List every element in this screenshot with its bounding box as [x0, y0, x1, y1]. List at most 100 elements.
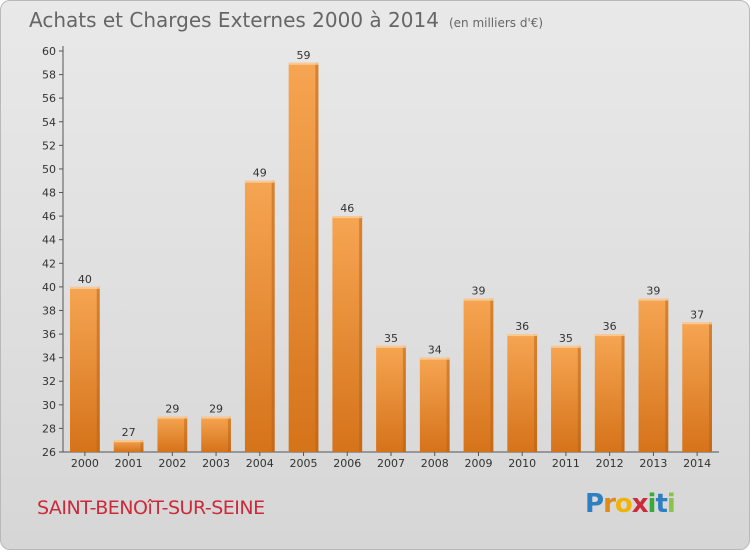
- x-tick-label: 2004: [246, 457, 274, 470]
- y-tick-label: 60: [42, 45, 56, 58]
- bar-top-highlight: [201, 416, 231, 419]
- bar-value-label: 49: [253, 167, 267, 180]
- y-tick-label: 48: [42, 187, 56, 200]
- bar-top-highlight: [682, 322, 713, 325]
- x-tick-label: 2011: [552, 457, 580, 470]
- bar-shade: [490, 298, 494, 452]
- bar-shade: [184, 416, 188, 452]
- bar: [551, 345, 581, 452]
- bar-value-label: 36: [515, 320, 529, 333]
- y-tick-label: 26: [42, 446, 56, 459]
- bar-value-label: 39: [646, 285, 660, 298]
- bar-top-highlight: [244, 180, 275, 183]
- bar-shade: [402, 345, 406, 452]
- y-tick-label: 36: [42, 328, 56, 341]
- bar-top-highlight: [376, 345, 406, 348]
- bar: [594, 334, 625, 452]
- bar: [332, 216, 363, 452]
- bar-shade: [446, 357, 450, 452]
- bar: [463, 298, 494, 452]
- bar-top-highlight: [69, 286, 100, 289]
- chart-title-text: Achats et Charges Externes 2000 à 2014: [29, 8, 439, 32]
- bar-shade: [140, 440, 144, 452]
- bar: [288, 62, 319, 452]
- y-tick-label: 42: [42, 257, 56, 270]
- x-tick-label: 2006: [333, 457, 361, 470]
- bar-top-highlight: [463, 298, 494, 301]
- y-tick-label: 34: [42, 352, 56, 365]
- bar-top-highlight: [507, 334, 538, 337]
- bar-shade: [665, 298, 669, 452]
- y-tick-label: 44: [42, 234, 56, 247]
- city-name: SAINT-BENOîT-SUR-SEINE: [37, 497, 265, 519]
- bar: [69, 286, 100, 452]
- bar: [201, 416, 231, 452]
- bar-shade: [577, 345, 581, 452]
- bar: [244, 180, 275, 452]
- bar: [638, 298, 669, 452]
- x-tick-label: 2013: [639, 457, 667, 470]
- bar-top-highlight: [288, 62, 319, 65]
- x-tick-label: 2010: [508, 457, 536, 470]
- x-tick-label: 2000: [71, 457, 99, 470]
- bar: [507, 334, 538, 452]
- bar-top-highlight: [638, 298, 669, 301]
- bar: [376, 345, 406, 452]
- y-tick-label: 52: [42, 139, 56, 152]
- chart-subtitle: (en milliers d'€): [448, 16, 544, 30]
- proxiti-logo: Proxiti: [585, 489, 676, 519]
- bar-value-label: 35: [384, 332, 398, 345]
- bar-value-label: 34: [428, 344, 442, 357]
- x-tick-label: 2014: [683, 457, 711, 470]
- x-tick-label: 2007: [377, 457, 405, 470]
- bar: [157, 416, 188, 452]
- bar-top-highlight: [551, 345, 581, 348]
- x-tick-label: 2005: [290, 457, 318, 470]
- bar-value-label: 29: [209, 403, 223, 416]
- bar-value-label: 37: [690, 308, 704, 321]
- bar-shade: [227, 416, 231, 452]
- bar-top-highlight: [594, 334, 625, 337]
- y-tick-label: 58: [42, 69, 56, 82]
- x-tick-label: 2012: [596, 457, 624, 470]
- bar-shade: [534, 334, 538, 452]
- y-tick-label: 28: [42, 422, 56, 435]
- bar-value-label: 36: [603, 320, 617, 333]
- bar-value-label: 29: [165, 403, 179, 416]
- x-tick-label: 2002: [158, 457, 186, 470]
- y-tick-label: 30: [42, 399, 56, 412]
- bar-shade: [271, 180, 275, 452]
- bar-shade: [315, 62, 319, 452]
- x-tick-label: 2003: [202, 457, 230, 470]
- bar-top-highlight: [419, 357, 450, 360]
- y-tick-label: 40: [42, 281, 56, 294]
- bar: [113, 440, 144, 452]
- y-tick-label: 56: [42, 92, 56, 105]
- bar-value-label: 40: [78, 273, 92, 286]
- bar-value-label: 35: [559, 332, 573, 345]
- bar-shade: [359, 216, 363, 452]
- x-tick-label: 2001: [115, 457, 143, 470]
- y-tick-label: 50: [42, 163, 56, 176]
- bar-top-highlight: [113, 440, 144, 443]
- y-tick-label: 32: [42, 375, 56, 388]
- bar-shade: [621, 334, 625, 452]
- bar-top-highlight: [157, 416, 188, 419]
- x-tick-label: 2008: [421, 457, 449, 470]
- bar-shade: [96, 286, 100, 452]
- bar-value-label: 39: [471, 285, 485, 298]
- y-tick-label: 38: [42, 304, 56, 317]
- bar-value-label: 59: [297, 49, 311, 62]
- bar-shade: [709, 322, 713, 452]
- y-tick-label: 46: [42, 210, 56, 223]
- bar-top-highlight: [332, 216, 363, 219]
- y-tick-label: 54: [42, 116, 56, 129]
- bar: [682, 322, 713, 452]
- bar-value-label: 46: [340, 202, 354, 215]
- bar: [419, 357, 450, 452]
- x-tick-label: 2009: [464, 457, 492, 470]
- chart-title: Achats et Charges Externes 2000 à 2014 (e…: [29, 8, 543, 32]
- bar-value-label: 27: [122, 426, 136, 439]
